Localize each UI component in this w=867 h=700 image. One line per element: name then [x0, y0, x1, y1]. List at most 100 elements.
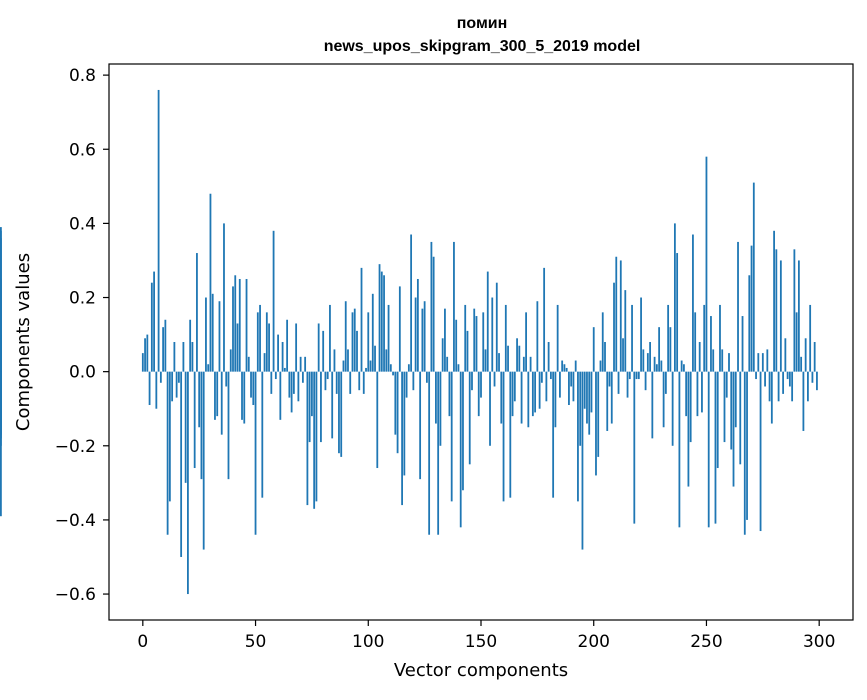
bar-219: [636, 372, 638, 379]
bar-103: [374, 346, 376, 372]
y-tick-label: 0.2: [69, 289, 96, 309]
bar-143: [464, 305, 466, 372]
bar-64: [286, 320, 288, 372]
y-tick-label: −0.6: [55, 585, 96, 605]
bar-148: [476, 316, 478, 372]
bar-70: [300, 357, 302, 372]
bar-243: [690, 372, 692, 442]
bar-45: [243, 372, 245, 424]
bar-200: [593, 327, 595, 371]
x-tick-label: 50: [245, 632, 267, 652]
bar-125: [424, 301, 426, 371]
y-tick-label: 0.0: [69, 363, 96, 383]
bar-185: [559, 372, 561, 398]
bar-28: [205, 298, 207, 372]
bar-168: [521, 372, 523, 424]
bar-278: [769, 372, 771, 402]
bar-231: [663, 372, 665, 428]
bar-19: [185, 372, 187, 483]
bar-263: [735, 372, 737, 428]
bar-224: [647, 353, 649, 372]
bar-296: [809, 305, 811, 372]
y-tick-label: 0.8: [69, 66, 96, 86]
bar-242: [688, 372, 690, 487]
bar-150: [480, 372, 482, 398]
bar-58: [273, 231, 275, 372]
bar-249: [703, 305, 705, 372]
bar-239: [681, 361, 683, 372]
bar-176: [539, 372, 541, 409]
bar-265: [739, 372, 741, 465]
bar-151: [482, 312, 484, 371]
bar-123: [419, 372, 421, 479]
bar-2: [146, 335, 148, 372]
y-tick-label: 0.4: [69, 214, 96, 234]
bar-66: [291, 372, 293, 413]
bar-225: [649, 342, 651, 372]
bar-295: [807, 372, 809, 402]
bar-182: [552, 372, 554, 498]
bar-37: [225, 372, 227, 387]
bar-71: [302, 372, 304, 383]
bar-164: [512, 372, 514, 416]
bar-139: [455, 320, 457, 372]
bar-94: [354, 309, 356, 372]
bar-52: [259, 305, 261, 372]
bar-140: [458, 364, 460, 371]
x-tick-label: 100: [352, 632, 384, 652]
bar-272: [755, 372, 757, 379]
bar-254: [715, 372, 717, 524]
y-axis-label: Components values: [13, 253, 34, 431]
bar-101: [370, 361, 372, 372]
bar-237: [676, 253, 678, 372]
bar-281: [775, 249, 777, 371]
bar-291: [798, 260, 800, 371]
bar-55: [266, 312, 268, 371]
bar-251: [708, 372, 710, 528]
bar-133: [442, 338, 444, 371]
bar-177: [541, 372, 543, 383]
bar-77: [316, 372, 318, 502]
bar-undefined: [0, 338, 2, 371]
bar-11: [167, 372, 169, 535]
bar-97: [361, 268, 363, 372]
bar-undefined: [0, 372, 2, 420]
bar-266: [742, 316, 744, 372]
bar-298: [814, 342, 816, 372]
bar-31: [212, 294, 214, 372]
bar-112: [394, 372, 396, 435]
x-axis-label: Vector components: [394, 660, 568, 681]
bar-201: [595, 372, 597, 476]
bar-226: [651, 372, 653, 439]
bar-158: [498, 353, 500, 372]
bar-17: [180, 372, 182, 557]
bar-205: [604, 342, 606, 372]
bar-212: [620, 260, 622, 371]
chart-title-line1: помин: [457, 15, 508, 32]
bar-65: [288, 372, 290, 398]
bar-138: [453, 242, 455, 372]
bar-288: [791, 372, 793, 402]
bar-260: [728, 353, 730, 372]
bar-279: [771, 372, 773, 424]
bar-107: [383, 275, 385, 371]
bar-82: [327, 372, 329, 379]
bar-262: [733, 372, 735, 487]
bar-33: [216, 372, 218, 416]
bar-137: [451, 372, 453, 502]
bar-165: [514, 372, 516, 402]
bar-109: [388, 305, 390, 372]
bar-98: [363, 372, 365, 394]
bar-80: [322, 331, 324, 372]
bar-7: [158, 90, 160, 372]
bar-202: [597, 372, 599, 457]
bar-277: [766, 349, 768, 371]
bar-188: [566, 368, 568, 372]
bar-217: [631, 305, 633, 372]
bar-51: [257, 312, 259, 371]
bar-56: [268, 323, 270, 371]
bar-69: [297, 372, 299, 402]
bar-160: [503, 372, 505, 502]
bar-183: [555, 372, 557, 428]
bar-59: [275, 372, 277, 379]
